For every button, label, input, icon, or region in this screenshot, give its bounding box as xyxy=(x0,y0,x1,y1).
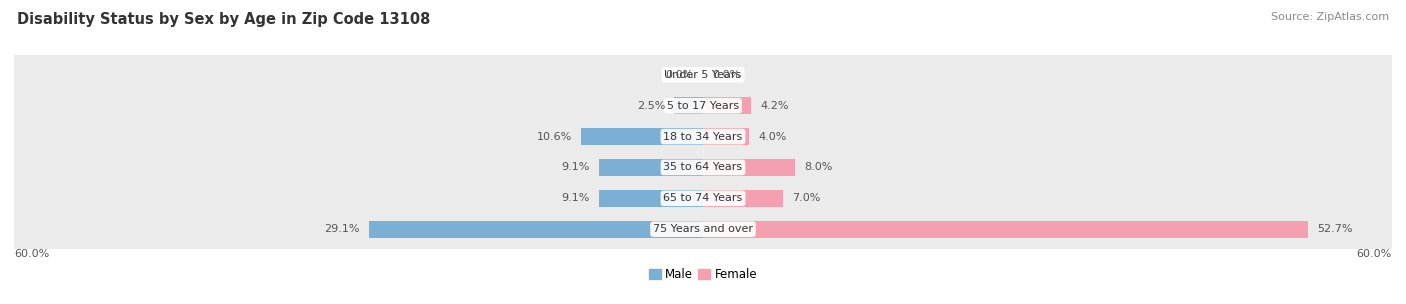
FancyBboxPatch shape xyxy=(13,147,1393,188)
Bar xyxy=(368,221,703,238)
FancyBboxPatch shape xyxy=(13,55,1393,95)
Text: Disability Status by Sex by Age in Zip Code 13108: Disability Status by Sex by Age in Zip C… xyxy=(17,12,430,27)
Legend: Male, Female: Male, Female xyxy=(644,264,762,286)
Text: 35 to 64 Years: 35 to 64 Years xyxy=(664,162,742,172)
Bar xyxy=(703,159,794,176)
Text: 7.0%: 7.0% xyxy=(793,193,821,203)
Text: 52.7%: 52.7% xyxy=(1317,224,1353,234)
Bar xyxy=(599,190,703,207)
Bar xyxy=(703,221,1308,238)
FancyBboxPatch shape xyxy=(13,178,1393,218)
FancyBboxPatch shape xyxy=(13,209,1393,249)
FancyBboxPatch shape xyxy=(13,86,1393,126)
Text: 4.0%: 4.0% xyxy=(758,132,786,142)
FancyBboxPatch shape xyxy=(13,116,1393,157)
Text: 2.5%: 2.5% xyxy=(637,101,665,111)
Text: 0.0%: 0.0% xyxy=(665,70,693,80)
Text: Under 5 Years: Under 5 Years xyxy=(665,70,741,80)
Text: 65 to 74 Years: 65 to 74 Years xyxy=(664,193,742,203)
Bar xyxy=(675,97,703,114)
Bar xyxy=(703,97,751,114)
Bar xyxy=(599,159,703,176)
Bar xyxy=(703,128,749,145)
Text: 4.2%: 4.2% xyxy=(761,101,789,111)
Text: 29.1%: 29.1% xyxy=(325,224,360,234)
Text: 8.0%: 8.0% xyxy=(804,162,832,172)
Text: 18 to 34 Years: 18 to 34 Years xyxy=(664,132,742,142)
Bar xyxy=(581,128,703,145)
Text: 75 Years and over: 75 Years and over xyxy=(652,224,754,234)
Text: 10.6%: 10.6% xyxy=(537,132,572,142)
Text: 9.1%: 9.1% xyxy=(561,193,589,203)
Text: 60.0%: 60.0% xyxy=(1357,249,1392,259)
Text: 9.1%: 9.1% xyxy=(561,162,589,172)
Bar xyxy=(703,190,783,207)
Text: 0.0%: 0.0% xyxy=(713,70,741,80)
Text: Source: ZipAtlas.com: Source: ZipAtlas.com xyxy=(1271,12,1389,22)
Text: 5 to 17 Years: 5 to 17 Years xyxy=(666,101,740,111)
Text: 60.0%: 60.0% xyxy=(14,249,49,259)
